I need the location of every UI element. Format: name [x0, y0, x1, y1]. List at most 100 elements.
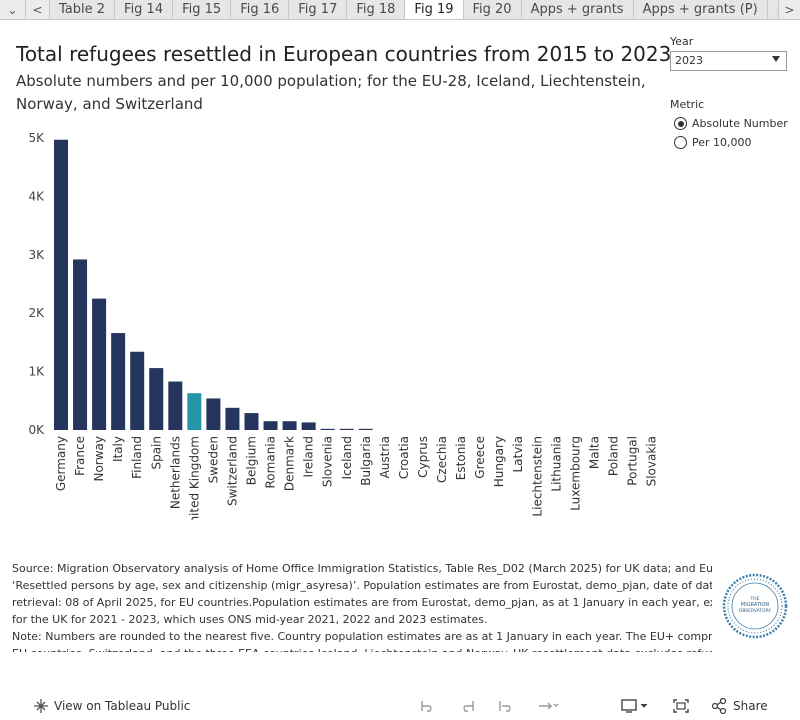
x-tick-label: Poland: [606, 436, 620, 476]
sheet-tab[interactable]: Apps + grants (P): [633, 0, 768, 19]
revert-icon[interactable]: [498, 698, 516, 714]
source-note-line: Note: Numbers are rounded to the nearest…: [12, 630, 712, 643]
tab-scroll-left-button[interactable]: <: [26, 0, 50, 19]
x-tick-label: Ireland: [302, 436, 316, 478]
x-tick-label: Slovenia: [321, 436, 335, 487]
view-on-tableau-link[interactable]: View on Tableau Public: [34, 699, 190, 713]
fullscreen-icon[interactable]: [672, 698, 690, 714]
x-tick-label: Spain: [149, 436, 163, 470]
bar-finland[interactable]: [130, 351, 145, 430]
x-tick-label: France: [73, 436, 87, 476]
x-tick-label: Finland: [130, 436, 144, 479]
metric-option-label: Per 10,000: [692, 136, 752, 149]
x-tick-label: Estonia: [454, 436, 468, 480]
x-tick-label: Norway: [92, 436, 106, 482]
sheet-tab[interactable]: nationa: [767, 0, 778, 19]
bar-norway[interactable]: [92, 298, 107, 430]
x-tick-label: Iceland: [340, 436, 354, 479]
download-icon[interactable]: [620, 698, 650, 714]
chart-title: Total refugees resettled in European cou…: [16, 42, 672, 66]
sheet-tab[interactable]: Apps + grants: [521, 0, 634, 19]
sheet-tab[interactable]: Fig 20: [463, 0, 522, 19]
year-dropdown[interactable]: 2023: [670, 51, 787, 71]
x-tick-label: Bulgaria: [359, 436, 373, 486]
metric-option-label: Absolute Number: [692, 117, 788, 130]
y-tick-label: 5K: [28, 131, 45, 145]
x-tick-label: Luxembourg: [568, 436, 582, 511]
share-button[interactable]: Share: [711, 698, 768, 714]
source-note-line: for the UK for 2021 - 2023, which uses O…: [12, 613, 488, 626]
source-note-line: Source: Migration Observatory analysis o…: [12, 562, 712, 575]
x-tick-label: Austria: [378, 436, 392, 478]
y-tick-label: 4K: [28, 189, 45, 203]
metric-option-per-10000[interactable]: Per 10,000: [674, 136, 752, 149]
bar-spain[interactable]: [149, 368, 164, 430]
radio-unselected-icon[interactable]: [674, 136, 687, 149]
x-tick-label: Malta: [587, 436, 601, 469]
dropdown-arrow-icon: [772, 56, 780, 62]
tab-scroll-right-button[interactable]: >: [778, 0, 800, 19]
x-tick-label: Cyprus: [416, 436, 430, 478]
year-filter-label: Year: [670, 35, 694, 48]
bar-romania[interactable]: [263, 421, 278, 430]
y-tick-label: 3K: [28, 248, 45, 262]
source-notes: Source: Migration Observatory analysis o…: [12, 560, 712, 652]
sheet-tab[interactable]: Fig 18: [347, 0, 406, 19]
logo-text-line: OBSERVATORY: [739, 608, 772, 614]
sheet-tab[interactable]: Table 2: [50, 0, 116, 19]
bar-netherlands[interactable]: [168, 381, 183, 430]
x-tick-label: Czechia: [435, 436, 449, 483]
bar-france[interactable]: [73, 259, 88, 430]
tableau-logo-icon: [34, 699, 48, 713]
bar-slovenia[interactable]: [320, 428, 335, 430]
undo-icon[interactable]: [419, 698, 437, 714]
sheet-tab[interactable]: Fig 15: [173, 0, 232, 19]
migration-observatory-logo: THE MIGRATION OBSERVATORY: [722, 573, 788, 639]
bar-united-kingdom[interactable]: [187, 393, 202, 430]
y-tick-label: 1K: [28, 365, 45, 379]
x-tick-label: Croatia: [397, 436, 411, 479]
bar-denmark[interactable]: [282, 421, 297, 430]
sheet-tab[interactable]: Fig 19: [405, 0, 464, 19]
radio-selected-icon[interactable]: [674, 117, 687, 130]
metric-option-absolute[interactable]: Absolute Number: [674, 117, 788, 130]
year-dropdown-value: 2023: [675, 54, 703, 67]
tableau-toolbar: View on Tableau Public Share: [0, 692, 800, 720]
sheet-tab[interactable]: Fig 16: [231, 0, 290, 19]
x-tick-label: Slovakia: [645, 436, 659, 486]
sheet-tab[interactable]: Fig 17: [289, 0, 348, 19]
x-tick-label: Hungary: [492, 436, 506, 487]
chevron-down-icon: ⌄: [7, 2, 18, 17]
metric-filter-label: Metric: [670, 98, 705, 111]
bar-switzerland[interactable]: [225, 407, 240, 430]
x-tick-label: Netherlands: [168, 436, 182, 509]
bar-sweden[interactable]: [206, 398, 221, 430]
bar-germany[interactable]: [54, 139, 68, 430]
x-tick-label: Denmark: [283, 436, 297, 491]
x-tick-label: Lithuania: [549, 436, 563, 492]
redo-icon[interactable]: [458, 698, 476, 714]
y-tick-label: 0K: [28, 423, 45, 437]
share-icon: [711, 698, 727, 714]
chevron-right-icon: >: [784, 2, 795, 17]
x-tick-label: Latvia: [511, 436, 525, 473]
sheet-tab[interactable]: Fig 14: [115, 0, 174, 19]
logo-text-line: THE: [750, 596, 760, 602]
chart-subtitle: Absolute numbers and per 10,000 populati…: [16, 72, 646, 113]
logo-text-line: MIGRATION: [741, 602, 769, 608]
x-tick-label: Germany: [54, 436, 68, 491]
bar-belgium[interactable]: [244, 413, 259, 430]
x-tick-label: Liechtenstein: [530, 436, 544, 517]
y-tick-label: 2K: [28, 306, 45, 320]
tab-menu-button[interactable]: ⌄: [0, 0, 26, 19]
bar-bulgaria[interactable]: [358, 428, 373, 430]
bar-iceland[interactable]: [339, 428, 354, 430]
share-label: Share: [733, 699, 768, 713]
x-tick-label: Switzerland: [225, 436, 239, 506]
refresh-icon[interactable]: [535, 698, 559, 714]
bar-italy[interactable]: [111, 333, 126, 430]
source-note-line: ‘Resettled persons by age, sex and citiz…: [12, 579, 712, 592]
x-tick-label: Sweden: [206, 436, 220, 483]
bar-ireland[interactable]: [301, 422, 316, 430]
source-note-line: EU countries, Switzerland, and the three…: [12, 645, 712, 652]
